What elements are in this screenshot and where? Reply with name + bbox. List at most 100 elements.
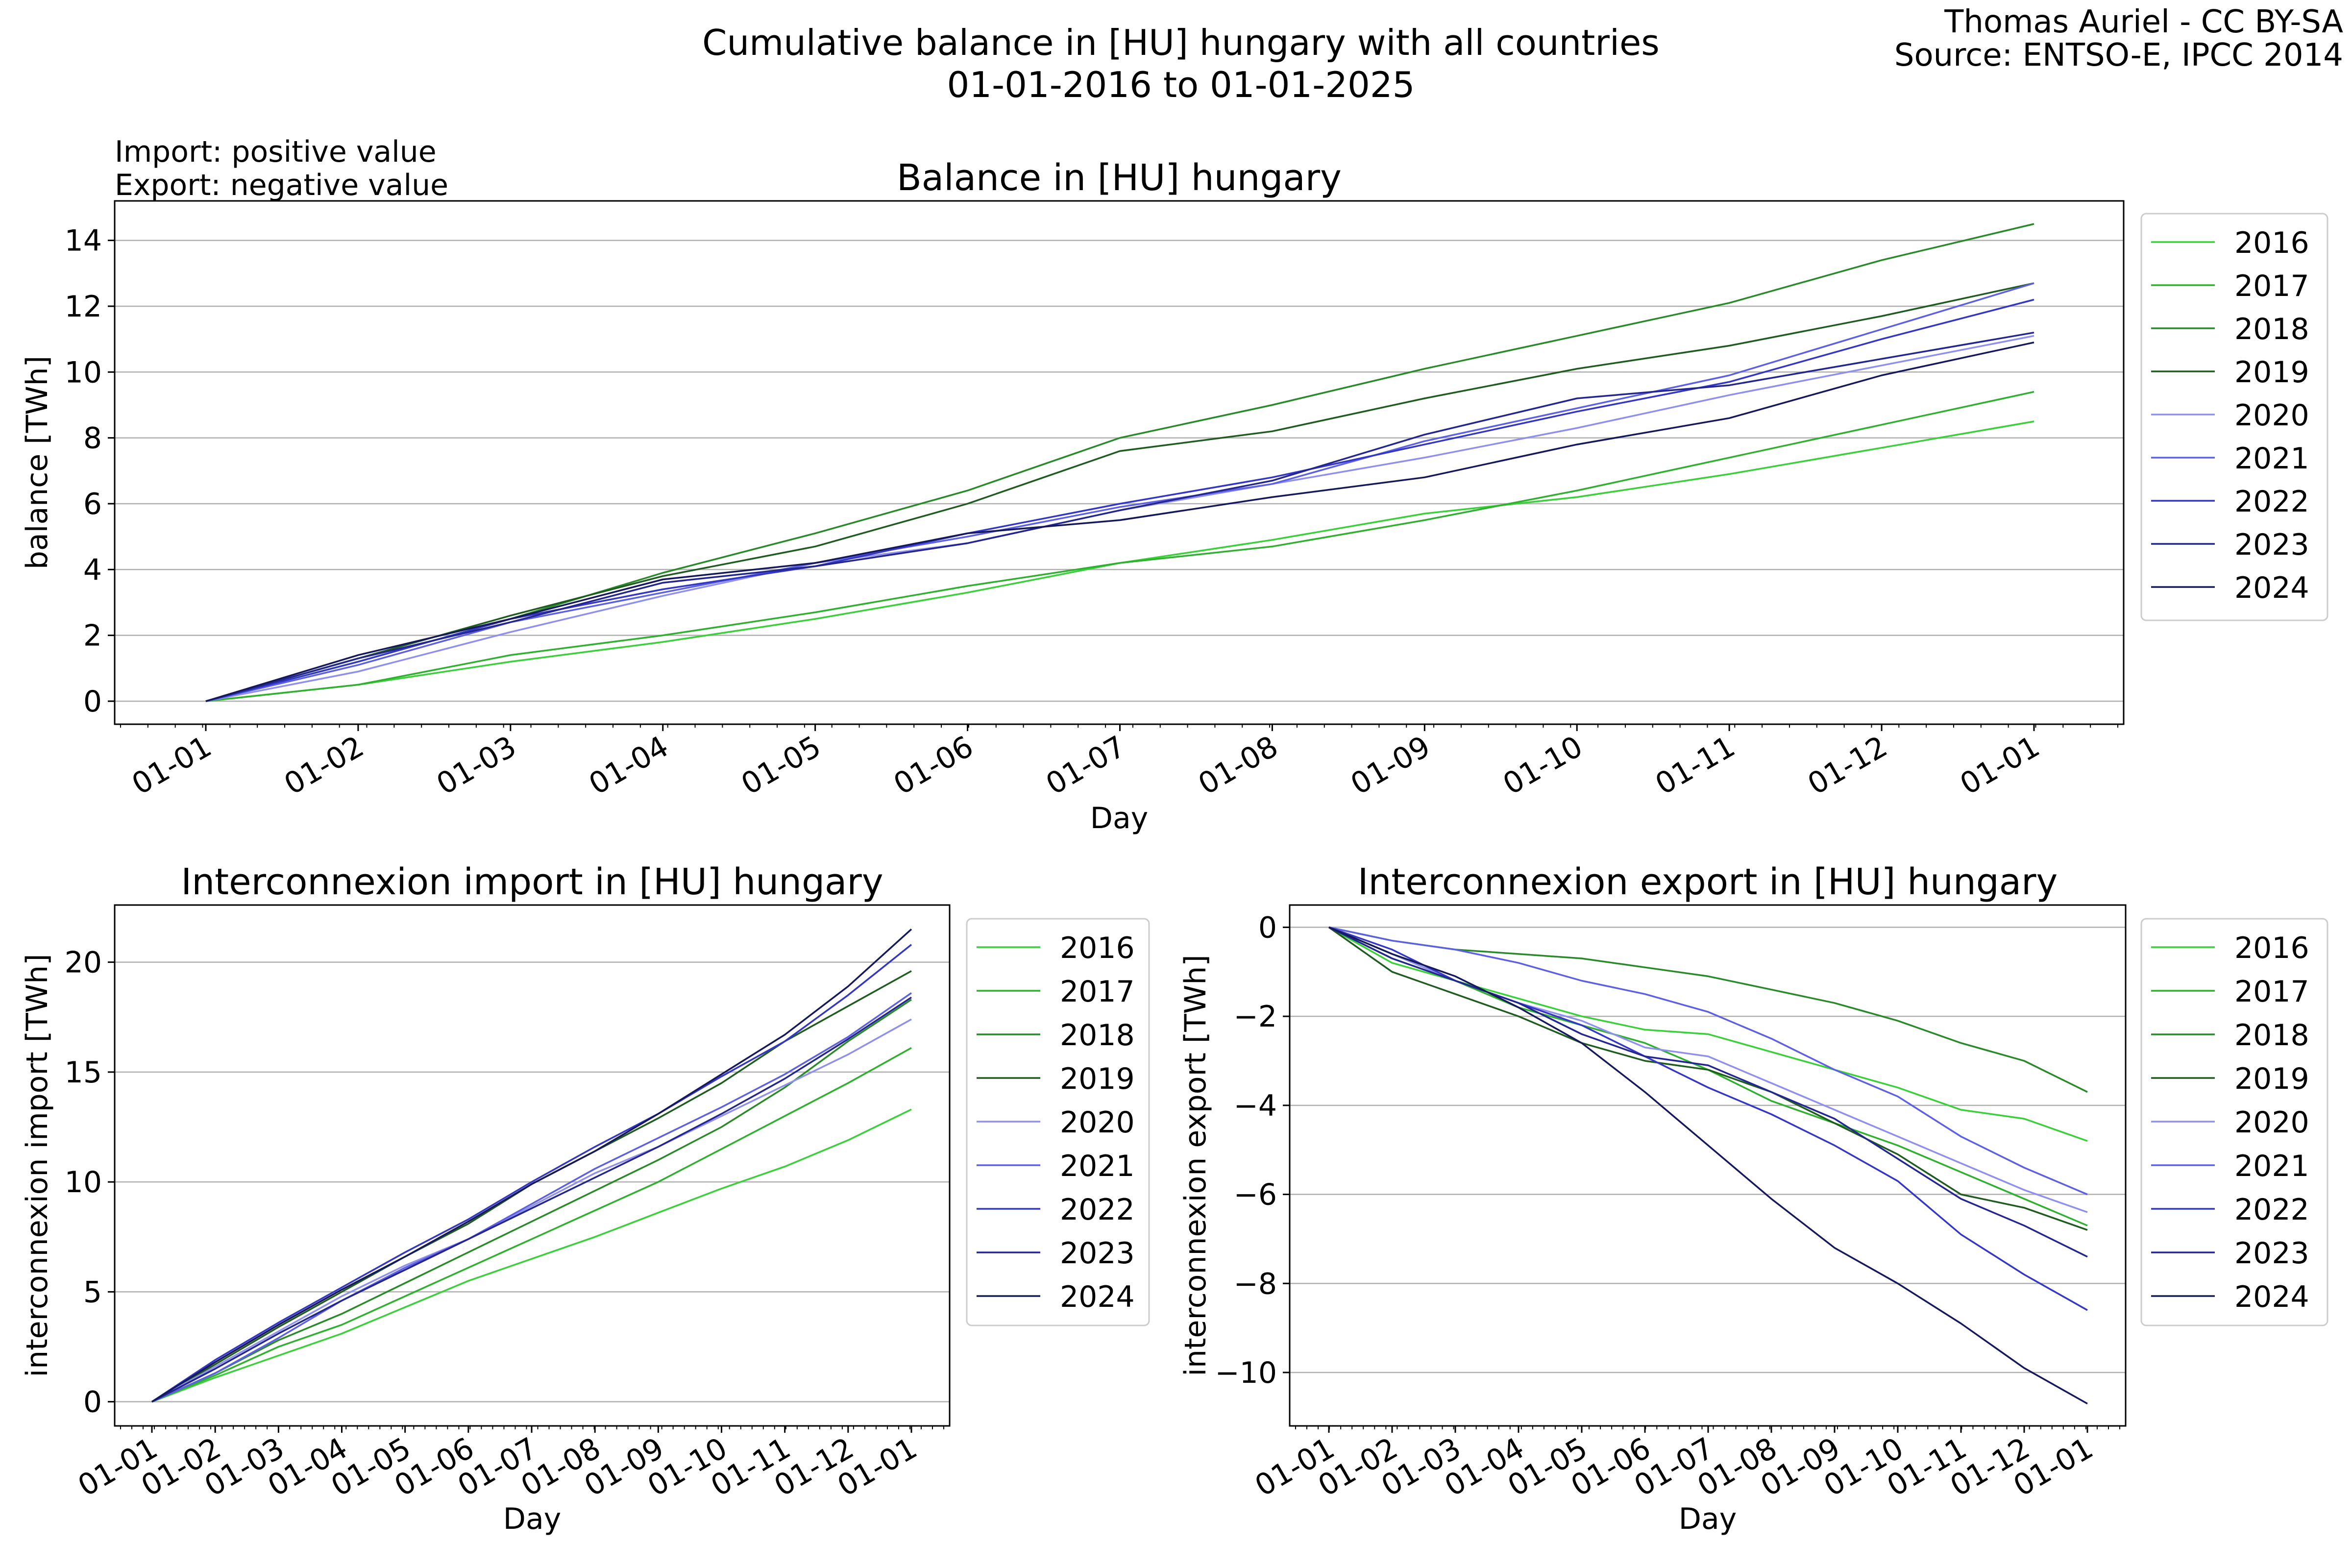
chart-title: Balance in [HU] hungary — [897, 157, 1342, 199]
y-tick-label: 14 — [65, 224, 102, 258]
legend-box — [2140, 918, 2328, 1326]
import-chart: 0510152001-0101-0201-0301-0401-0501-0601… — [20, 861, 1150, 1536]
series-line-2016 — [205, 420, 2034, 702]
series-line-2019 — [1328, 926, 2088, 1231]
y-tick-label: 2 — [83, 619, 102, 653]
y-tick-label: 0 — [83, 1385, 102, 1420]
series-line-2016 — [151, 1108, 912, 1403]
series-line-2017 — [205, 391, 2034, 702]
y-tick-label: −10 — [1215, 1356, 1277, 1390]
x-axis-label: Day — [503, 1502, 561, 1536]
y-tick-label: 6 — [83, 487, 102, 521]
y-axis-label: balance [TWh] — [20, 356, 54, 569]
y-tick-label: 0 — [1258, 910, 1277, 945]
series-line-2021 — [1328, 926, 2088, 1196]
series-line-2024 — [151, 929, 912, 1403]
legend-label-2018: 2018 — [2234, 312, 2309, 346]
legend-label-2021: 2021 — [2234, 441, 2309, 476]
legend-label-2022: 2022 — [1060, 1193, 1135, 1227]
chart-title: Interconnexion import in [HU] hungary — [181, 861, 883, 903]
legend-label-2023: 2023 — [1060, 1236, 1135, 1271]
y-axis-label: interconnexion export [TWh] — [1178, 955, 1213, 1376]
legend-label-2020: 2020 — [1060, 1105, 1135, 1140]
figure-title-line2: 01-01-2016 to 01-01-2025 — [947, 64, 1415, 105]
y-tick-label: 0 — [83, 685, 102, 719]
y-tick-label: 8 — [83, 421, 102, 456]
series-line-2022 — [205, 298, 2034, 702]
y-axis-label: interconnexion import [TWh] — [20, 954, 54, 1377]
legend-label-2017: 2017 — [2234, 975, 2309, 1009]
y-tick-label: 12 — [65, 290, 102, 324]
plot-frame — [1289, 904, 2127, 1427]
legend-label-2018: 2018 — [2234, 1018, 2309, 1053]
sign-note-import: Import: positive value — [115, 135, 437, 169]
y-tick-label: 5 — [83, 1275, 102, 1309]
legend-label-2016: 2016 — [2234, 931, 2309, 965]
figure-title-line1: Cumulative balance in [HU] hungary with … — [702, 22, 1660, 63]
x-tick-label: 01-06 — [888, 729, 979, 802]
legend-label-2019: 2019 — [1060, 1062, 1135, 1096]
x-tick-label: 01-03 — [431, 729, 522, 802]
legend-label-2023: 2023 — [2234, 1236, 2309, 1271]
legend-label-2018: 2018 — [1060, 1018, 1135, 1053]
plot-frame — [114, 200, 2125, 725]
legend-label-2024: 2024 — [2234, 1280, 2309, 1314]
series-line-2024 — [1328, 926, 2088, 1405]
x-tick-label: 01-01 — [126, 729, 218, 802]
series-line-2018 — [151, 999, 912, 1403]
x-tick-label: 01-08 — [1193, 729, 1284, 802]
y-tick-label: 10 — [65, 1165, 102, 1200]
series-line-2023 — [205, 331, 2034, 702]
legend-label-2024: 2024 — [1060, 1280, 1135, 1314]
x-tick-label: 01-12 — [1802, 729, 1893, 802]
x-tick-label: 01-05 — [735, 729, 827, 802]
series-line-2022 — [151, 944, 912, 1403]
legend-label-2017: 2017 — [1060, 975, 1135, 1009]
x-tick-label: 01-09 — [1345, 729, 1436, 802]
y-tick-label: 20 — [65, 946, 102, 980]
y-tick-label: −6 — [1234, 1178, 1277, 1212]
legend-label-2016: 2016 — [2234, 226, 2309, 260]
legend-label-2022: 2022 — [2234, 1193, 2309, 1227]
legend-label-2022: 2022 — [2234, 485, 2309, 519]
series-line-2024 — [205, 342, 2034, 702]
legend-label-2019: 2019 — [2234, 1062, 2309, 1096]
series-line-2023 — [1328, 926, 2088, 1258]
y-tick-label: 10 — [65, 355, 102, 390]
credit-line1: Thomas Auriel - CC BY-SA — [1944, 4, 2343, 40]
y-tick-label: −4 — [1234, 1089, 1277, 1123]
y-tick-label: 15 — [65, 1055, 102, 1090]
series-line-2023 — [151, 996, 912, 1403]
y-tick-label: −8 — [1234, 1267, 1277, 1301]
legend-box — [966, 918, 1150, 1326]
legend-label-2021: 2021 — [1060, 1149, 1135, 1183]
x-tick-label: 01-04 — [583, 729, 674, 802]
series-line-2021 — [205, 282, 2034, 702]
credit-line2: Source: ENTSO-E, IPCC 2014 — [1894, 37, 2343, 74]
series-line-2020 — [205, 335, 2034, 702]
series-line-2019 — [205, 282, 2034, 702]
legend-label-2024: 2024 — [2234, 571, 2309, 605]
x-tick-label: 01-11 — [1650, 729, 1741, 802]
legend-label-2020: 2020 — [2234, 1105, 2309, 1140]
y-tick-label: 4 — [83, 553, 102, 587]
plot-frame — [114, 904, 951, 1427]
export-chart: 0−2−4−6−8−1001-0101-0201-0301-0401-0501-… — [1178, 861, 2328, 1536]
series-line-2021 — [151, 992, 912, 1403]
legend-label-2020: 2020 — [2234, 398, 2309, 433]
series-line-2017 — [151, 1047, 912, 1403]
chart-title: Interconnexion export in [HU] hungary — [1358, 861, 2058, 903]
legend-label-2017: 2017 — [2234, 269, 2309, 303]
x-tick-label: 01-02 — [278, 729, 369, 802]
legend-box — [2140, 213, 2328, 621]
x-axis-label: Day — [1090, 801, 1148, 835]
series-line-2022 — [1328, 926, 2088, 1311]
balance-chart: 0 2 4 6 8 10 12 14 01-01 01-02 01-03 01-04 01-05 01-0… — [20, 157, 2328, 835]
legend-label-2016: 2016 — [1060, 931, 1135, 965]
y-tick-label: −2 — [1234, 1000, 1277, 1034]
x-axis-label: Day — [1679, 1502, 1737, 1536]
legend-label-2023: 2023 — [2234, 528, 2309, 562]
legend-label-2019: 2019 — [2234, 355, 2309, 390]
series-line-2018 — [1328, 926, 2088, 1093]
